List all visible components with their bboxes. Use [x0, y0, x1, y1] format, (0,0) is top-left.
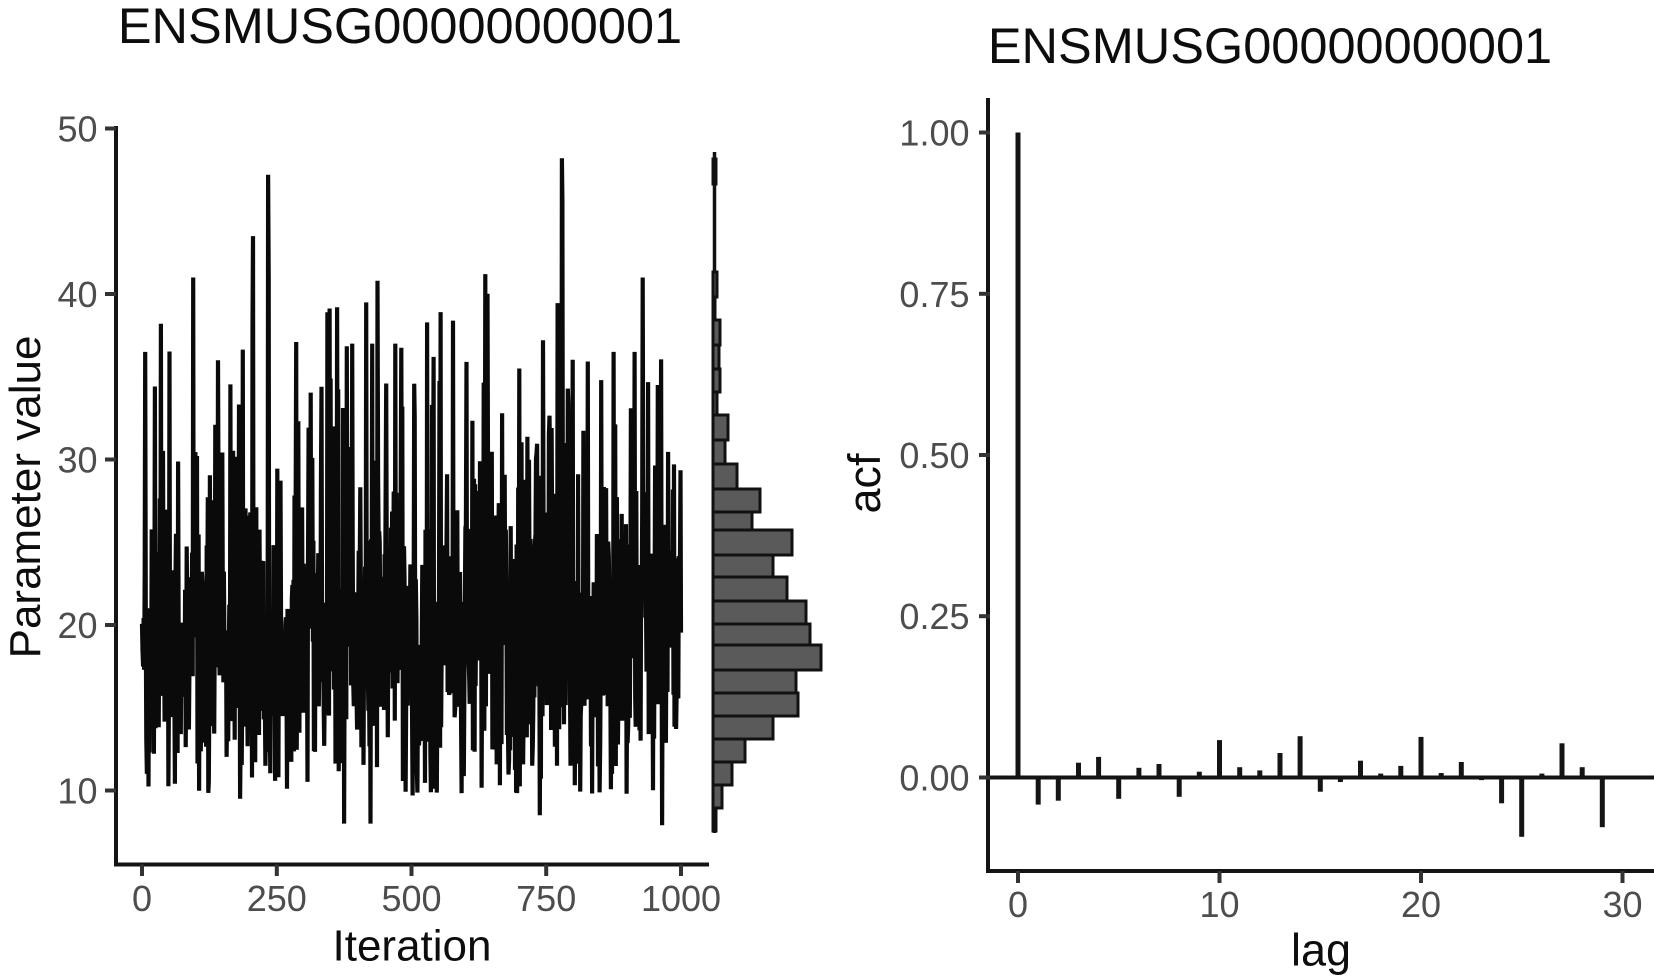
svg-text:30: 30 — [57, 440, 97, 481]
svg-text:0.25: 0.25 — [899, 596, 969, 637]
svg-text:50: 50 — [57, 109, 97, 150]
svg-text:ENSMUSG00000000001: ENSMUSG00000000001 — [118, 0, 682, 54]
svg-text:Iteration: Iteration — [333, 922, 492, 971]
svg-text:0.00: 0.00 — [899, 758, 969, 799]
svg-text:250: 250 — [247, 878, 307, 919]
svg-text:0.75: 0.75 — [899, 274, 969, 315]
svg-text:lag: lag — [1291, 925, 1351, 976]
svg-text:40: 40 — [57, 274, 97, 315]
svg-text:20: 20 — [57, 605, 97, 646]
svg-text:30: 30 — [1602, 884, 1642, 925]
svg-text:0: 0 — [132, 878, 152, 919]
svg-text:750: 750 — [516, 878, 576, 919]
svg-text:acf: acf — [839, 453, 890, 514]
svg-text:10: 10 — [1199, 884, 1239, 925]
svg-text:500: 500 — [381, 878, 441, 919]
svg-text:ENSMUSG00000000001: ENSMUSG00000000001 — [988, 17, 1552, 74]
svg-text:0.50: 0.50 — [899, 435, 969, 476]
svg-text:0: 0 — [1008, 884, 1028, 925]
svg-text:1000: 1000 — [641, 878, 721, 919]
svg-text:10: 10 — [57, 771, 97, 812]
svg-text:20: 20 — [1401, 884, 1441, 925]
svg-text:1.00: 1.00 — [899, 113, 969, 154]
svg-text:Parameter value: Parameter value — [1, 336, 50, 659]
